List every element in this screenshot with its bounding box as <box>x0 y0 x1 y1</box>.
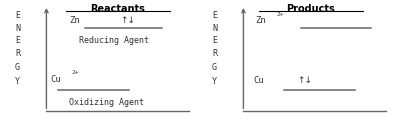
Text: Y: Y <box>15 77 20 86</box>
Text: E: E <box>212 11 217 20</box>
Text: E: E <box>15 36 20 45</box>
Text: E: E <box>212 36 217 45</box>
Text: Reactants: Reactants <box>90 4 145 14</box>
Text: R: R <box>15 49 20 58</box>
Text: Products: Products <box>286 4 335 14</box>
Text: 2+: 2+ <box>276 12 284 17</box>
Text: G: G <box>212 63 217 72</box>
Text: G: G <box>15 63 20 72</box>
Text: N: N <box>212 24 217 33</box>
Text: Cu: Cu <box>253 76 264 85</box>
Text: E: E <box>15 11 20 20</box>
Text: N: N <box>15 24 20 33</box>
Text: 2+: 2+ <box>71 70 79 76</box>
Text: ↑↓: ↑↓ <box>120 16 135 25</box>
Text: R: R <box>212 49 217 58</box>
Text: Y: Y <box>212 77 217 86</box>
Text: Cu: Cu <box>50 75 61 84</box>
Text: Oxidizing Agent: Oxidizing Agent <box>69 98 144 107</box>
Text: Zn: Zn <box>255 16 266 25</box>
Text: Reducing Agent: Reducing Agent <box>79 36 149 45</box>
Text: Zn: Zn <box>70 16 80 25</box>
Text: ↑↓: ↑↓ <box>297 76 312 85</box>
